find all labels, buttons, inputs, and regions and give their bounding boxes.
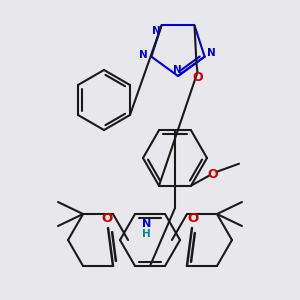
Text: N: N — [152, 26, 161, 36]
Text: O: O — [101, 212, 113, 226]
Text: O: O — [187, 212, 199, 226]
Text: N: N — [172, 65, 182, 75]
Text: N: N — [142, 219, 152, 229]
Text: O: O — [208, 168, 218, 181]
Text: N: N — [139, 50, 148, 60]
Text: N: N — [207, 48, 216, 58]
Text: H: H — [142, 229, 150, 239]
Text: O: O — [192, 71, 203, 84]
